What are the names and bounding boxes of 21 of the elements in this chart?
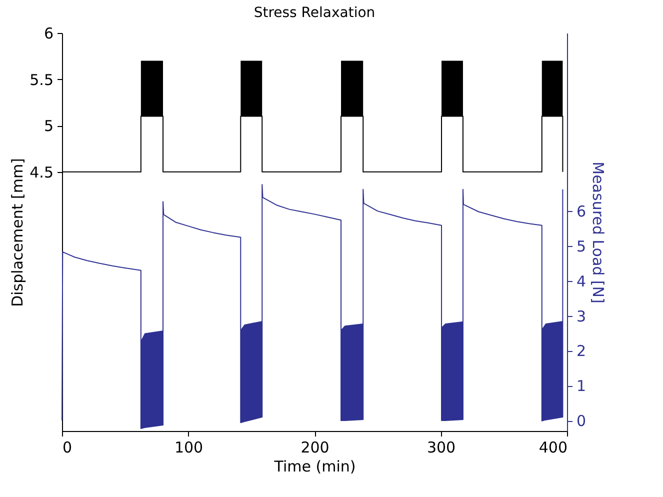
x-tick-label: 200 xyxy=(300,438,330,456)
y-tick-label: 4.5 xyxy=(30,163,54,182)
y-axis-title: Displacement [mm] xyxy=(8,158,27,307)
y2-tick-label: 6 xyxy=(576,202,586,221)
line-series xyxy=(62,184,564,430)
y-tick-label: 5 xyxy=(44,117,54,136)
y2-tick-label: 0 xyxy=(576,412,586,430)
x-tick-label: 300 xyxy=(426,438,456,456)
y2-tick-label: 1 xyxy=(576,377,586,396)
chart-title: Stress Relaxation xyxy=(254,5,376,21)
x-tick-label: 0 xyxy=(62,438,72,456)
y-tick-label: 5.5 xyxy=(30,70,54,89)
y2-tick-label: 5 xyxy=(576,237,586,256)
y-tick-label: 6 xyxy=(44,24,54,42)
y2-tick-label: 4 xyxy=(576,272,586,290)
x-axis-title: Time (min) xyxy=(273,458,356,476)
y2-axis-title: Measured Load [N] xyxy=(589,162,608,304)
y2-tick-label: 2 xyxy=(576,342,586,360)
x-tick-label: 400 xyxy=(538,438,568,456)
x-tick-label: 100 xyxy=(174,438,204,456)
y2-tick-label: 3 xyxy=(576,307,586,326)
